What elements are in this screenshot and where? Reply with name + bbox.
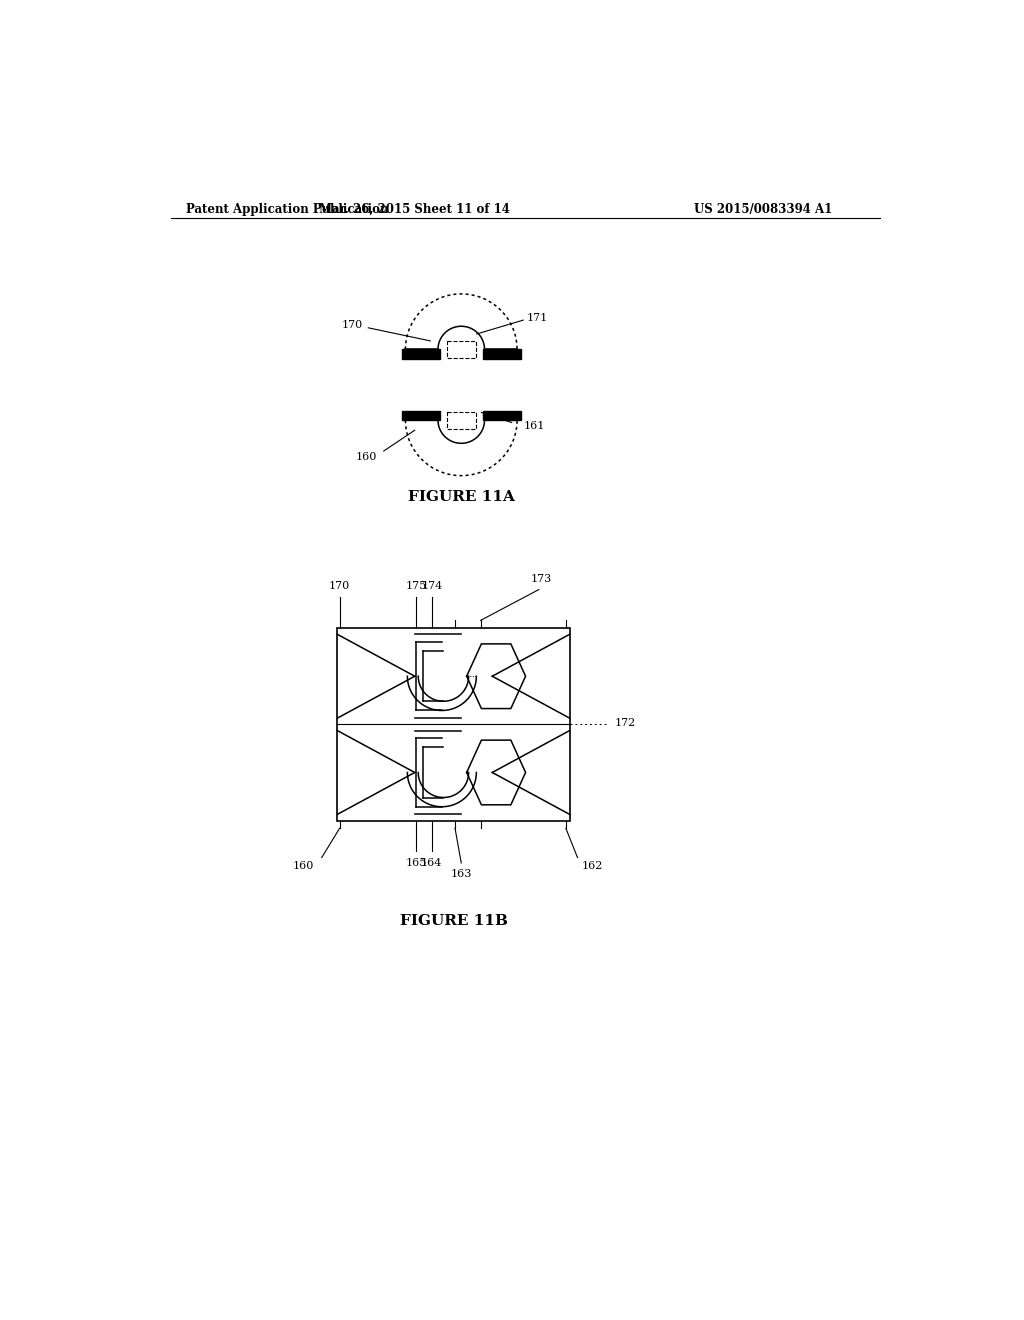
Text: 171: 171 (526, 313, 548, 323)
Text: FIGURE 11A: FIGURE 11A (408, 490, 515, 504)
Text: FIGURE 11B: FIGURE 11B (399, 913, 508, 928)
Text: 163: 163 (451, 869, 472, 879)
Text: Patent Application Publication: Patent Application Publication (186, 203, 389, 216)
Text: Mar. 26, 2015 Sheet 11 of 14: Mar. 26, 2015 Sheet 11 of 14 (319, 203, 510, 216)
Bar (446, 341, 476, 358)
Text: 170: 170 (342, 321, 364, 330)
Text: 173: 173 (530, 574, 552, 585)
Text: 161: 161 (523, 421, 545, 430)
Polygon shape (401, 411, 439, 420)
Text: US 2015/0083394 A1: US 2015/0083394 A1 (693, 203, 831, 216)
Polygon shape (483, 350, 521, 359)
Polygon shape (483, 411, 521, 420)
Text: 160: 160 (356, 453, 378, 462)
Text: 162: 162 (582, 861, 603, 871)
Text: 160: 160 (293, 861, 314, 871)
Text: 165: 165 (406, 858, 427, 867)
Text: 174: 174 (421, 581, 442, 591)
Text: 164: 164 (421, 858, 442, 867)
Bar (446, 412, 476, 429)
Polygon shape (401, 350, 439, 359)
Text: 175: 175 (406, 581, 427, 591)
Text: 172: 172 (614, 718, 636, 727)
Bar (337, 628, 569, 821)
Text: 170: 170 (329, 581, 350, 591)
